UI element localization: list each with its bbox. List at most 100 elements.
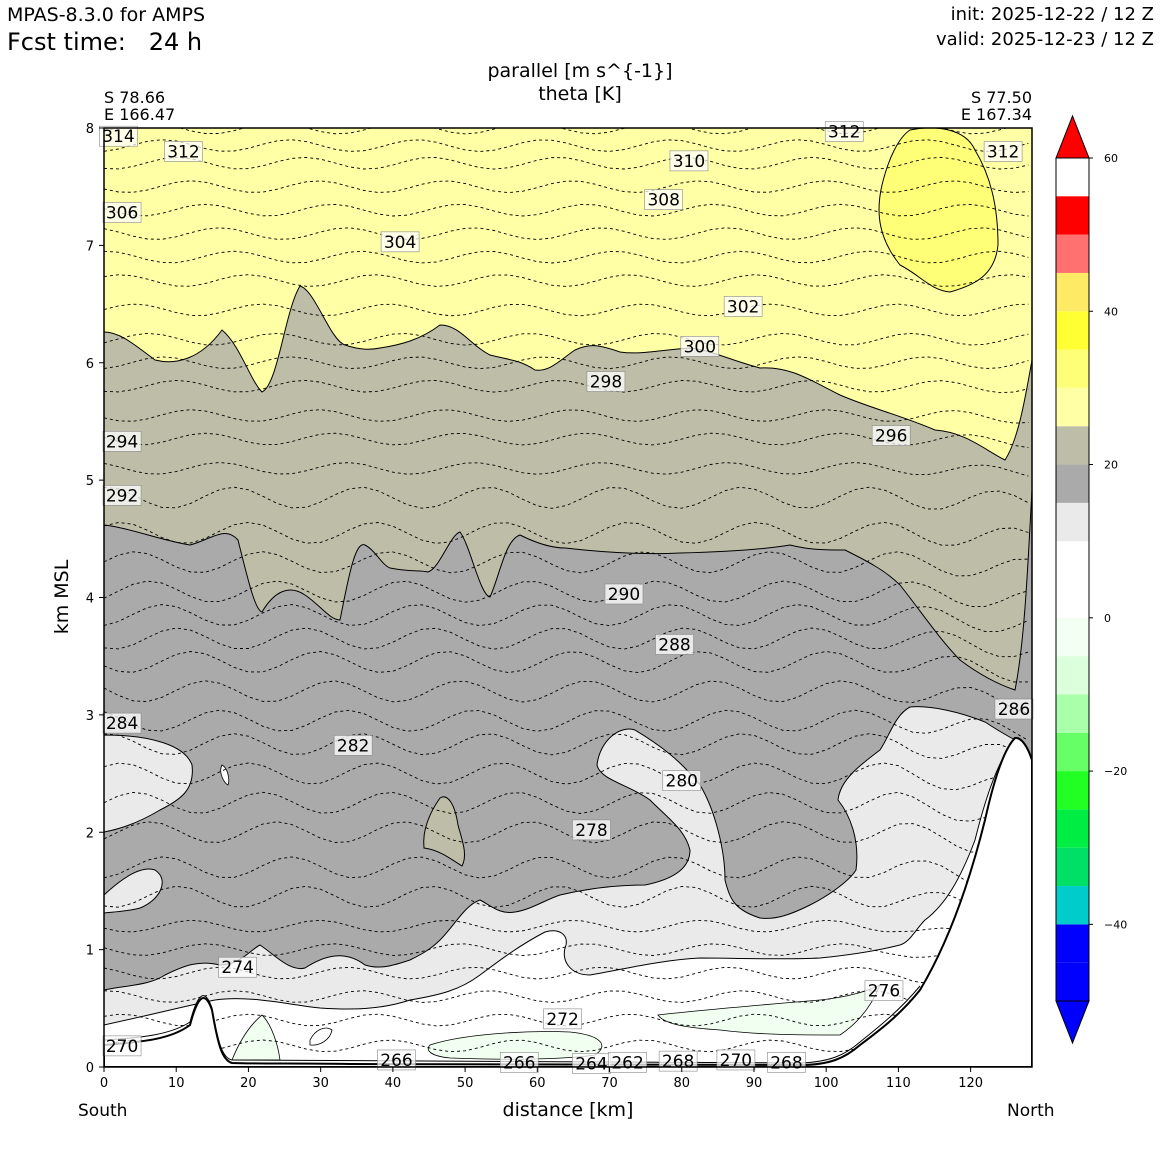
theta-contour-line	[104, 709, 1029, 741]
y-axis-ticks: 0 1 2 3 4 5 6 7 8	[86, 122, 104, 1076]
y-tick-label: 3	[86, 709, 94, 724]
fill-gray-spot	[220, 764, 230, 786]
theta-label: 288	[658, 635, 690, 655]
colorbar-band	[1056, 732, 1089, 772]
theta-label: 280	[666, 772, 698, 792]
theta-label: 308	[647, 191, 679, 211]
theta-label: 272	[546, 1010, 578, 1030]
theta-contour-line	[104, 250, 1029, 264]
theta-label: 264	[575, 1054, 607, 1074]
theta-contour-line	[104, 604, 1029, 632]
theta-label-box	[662, 770, 702, 791]
y-tick-label: 0	[86, 1061, 94, 1076]
left-longitude: E 166.47	[104, 105, 176, 124]
theta-label-box	[102, 712, 142, 734]
theta-contour-line	[104, 203, 1029, 217]
y-tick-label: 7	[86, 239, 94, 254]
theta-label-box	[377, 1049, 416, 1071]
theta-label: 290	[608, 585, 640, 605]
theta-label-box	[102, 431, 142, 452]
theta-label-box	[102, 202, 142, 223]
theta-label-box	[572, 819, 611, 841]
theta-contour-line	[104, 821, 1029, 854]
theta-contour-line	[104, 791, 1029, 822]
theta-label: 302	[727, 297, 759, 317]
theta-label: 312	[167, 142, 199, 162]
theta-label: 276	[868, 982, 900, 1002]
theta-contour-line	[104, 139, 1029, 152]
x-axis-ticks: 0 10 20 30 40 50 60 70 80 90 100 110 120	[100, 1067, 983, 1091]
theta-label-box	[586, 371, 626, 392]
theta-label: 282	[337, 736, 369, 756]
y-tick-label: 4	[86, 592, 94, 607]
theta-label-box	[669, 150, 709, 172]
theta-contour-line	[104, 486, 1029, 510]
x-tick-label: 70	[601, 1076, 618, 1091]
theta-label: 298	[590, 373, 622, 393]
left-endpoint-coords: S 78.66 E 166.47	[104, 89, 175, 123]
north-label: North	[1007, 1101, 1055, 1121]
fill-khaki-blob	[423, 796, 465, 867]
theta-contour-line	[104, 885, 1029, 924]
colorbar-band	[1056, 502, 1089, 542]
colorbar-band	[1056, 771, 1089, 810]
theta-label: 300	[684, 337, 716, 357]
theta-label-box	[871, 425, 911, 446]
colorbar-band	[1056, 617, 1089, 657]
x-tick-label: 110	[886, 1076, 911, 1091]
colorbar-band	[1056, 541, 1089, 580]
colorbar-band	[1056, 387, 1089, 427]
x-tick-label: 10	[168, 1076, 185, 1091]
theta-label: 310	[673, 152, 705, 172]
theta-label-box	[983, 141, 1023, 162]
colorbar-tick-label: 0	[1104, 612, 1111, 625]
fill-palegreen	[231, 1014, 281, 1061]
theta-label: 268	[770, 1053, 802, 1073]
fill-palegreen-2	[657, 984, 881, 1036]
theta-label: 262	[611, 1053, 643, 1073]
colorbar-band	[1056, 234, 1089, 273]
theta-label: 292	[106, 486, 138, 506]
theta-label-box	[102, 1035, 142, 1057]
theta-contour-line	[104, 1013, 1029, 1041]
theta-contour-line	[104, 274, 1029, 287]
theta-label-box	[655, 634, 694, 655]
fill-white	[104, 744, 1032, 1067]
theta-contour-line	[104, 651, 1029, 683]
theta-contour-line	[104, 1039, 1029, 1066]
colorbar-tick-label: 40	[1104, 305, 1118, 318]
x-tick-label: 50	[457, 1076, 474, 1091]
colorbar-band	[1056, 847, 1089, 887]
fill-lightgray-2	[104, 868, 163, 914]
theta-contour-line	[104, 627, 1029, 658]
x-tick-label: 0	[100, 1076, 108, 1091]
theta-contour-line	[104, 521, 1029, 546]
colorbar-under-arrow	[1055, 1000, 1090, 1045]
theta-label: 284	[106, 714, 138, 734]
y-tick-label: 2	[86, 826, 94, 841]
y-tick-label: 5	[86, 474, 94, 489]
colorbar-band	[1056, 694, 1089, 733]
colorbar-band	[1056, 809, 1089, 848]
theta-contour-line	[104, 462, 1029, 477]
right-endpoint-coords: S 77.50 E 167.34	[961, 89, 1032, 123]
theta-contour-line	[104, 762, 1029, 791]
theta-label-box	[680, 336, 720, 357]
theta-label-box	[102, 485, 142, 506]
theta-contour-line	[104, 156, 1029, 170]
theta-label-box	[218, 956, 257, 978]
theta-label: 304	[384, 233, 416, 253]
chart-title-theta: theta [K]	[538, 83, 622, 105]
forecast-time-label: Fcst time: 24 h	[7, 28, 203, 56]
theta-label: 270	[720, 1051, 752, 1071]
theta-contour-line	[104, 227, 1029, 240]
y-tick-label: 1	[86, 944, 94, 959]
colorbar-band	[1056, 886, 1089, 925]
theta-label-box	[164, 141, 203, 162]
x-tick-label: 80	[673, 1076, 690, 1091]
theta-label-box	[994, 698, 1034, 720]
colorbar: −40 −20 0 20 40 60	[1055, 114, 1127, 1045]
colorbar-band	[1056, 349, 1089, 388]
theta-label-box	[543, 1008, 582, 1030]
theta-contour-line	[104, 680, 1029, 715]
